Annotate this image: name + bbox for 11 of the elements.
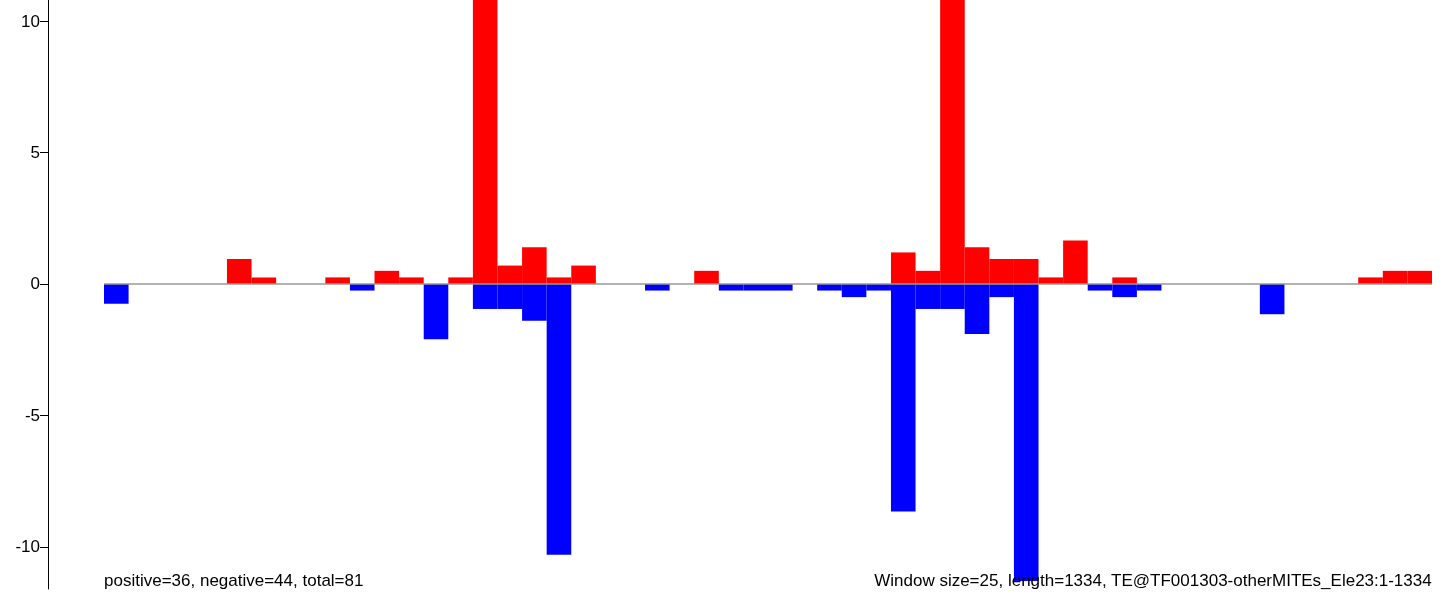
y-tick-label: 5 [30,143,40,163]
annotation: positive=36, negative=44, total=81 [104,571,364,590]
y-tick-label: -5 [24,405,40,425]
bar [694,270,719,284]
y-tick-label: -10 [15,537,40,557]
bar [423,283,449,340]
bar [1259,283,1285,315]
bar [104,283,129,304]
annotation: Window size=25, length=1334, TE@TF001303-otherMITEs_Ele23:1-1334 [874,571,1432,590]
y-tick-label: 10 [21,11,40,31]
y-tick-label: 0 [30,274,40,294]
